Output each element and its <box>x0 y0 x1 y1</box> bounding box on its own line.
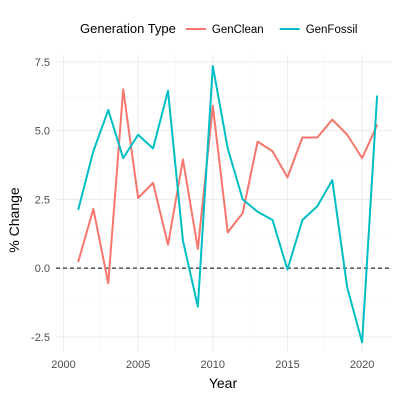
series-line-genfossil <box>77 65 379 344</box>
series-line-genclean <box>77 88 379 285</box>
legend-items: GenClean GenFossil <box>185 24 358 36</box>
x-tick-label: 2000 <box>51 359 75 371</box>
legend-label-genfossil: GenFossil <box>306 24 358 36</box>
series-lines <box>56 65 392 344</box>
y-tick-label: -2.5 <box>31 332 50 344</box>
legend: Generation Type GenClean GenFossil <box>80 21 357 36</box>
y-tick-label: 0.0 <box>35 263 50 275</box>
y-tick-label: 5.0 <box>35 126 50 138</box>
legend-title: Generation Type <box>80 21 176 36</box>
legend-label-genclean: GenClean <box>212 24 264 36</box>
y-tick-label: 2.5 <box>35 194 50 206</box>
x-tick-label: 2010 <box>201 359 225 371</box>
x-tick-label: 2020 <box>350 359 374 371</box>
x-axis-title: Year <box>209 375 238 391</box>
y-tick-label: 7.5 <box>35 57 50 69</box>
y-axis-title: % Change <box>6 187 22 253</box>
x-tick-label: 2015 <box>275 359 299 371</box>
tick-labels: 2000 2005 2010 2015 2020 -2.5 0.0 2.5 5.0 7.5 <box>31 57 374 371</box>
x-tick-label: 2005 <box>126 359 150 371</box>
